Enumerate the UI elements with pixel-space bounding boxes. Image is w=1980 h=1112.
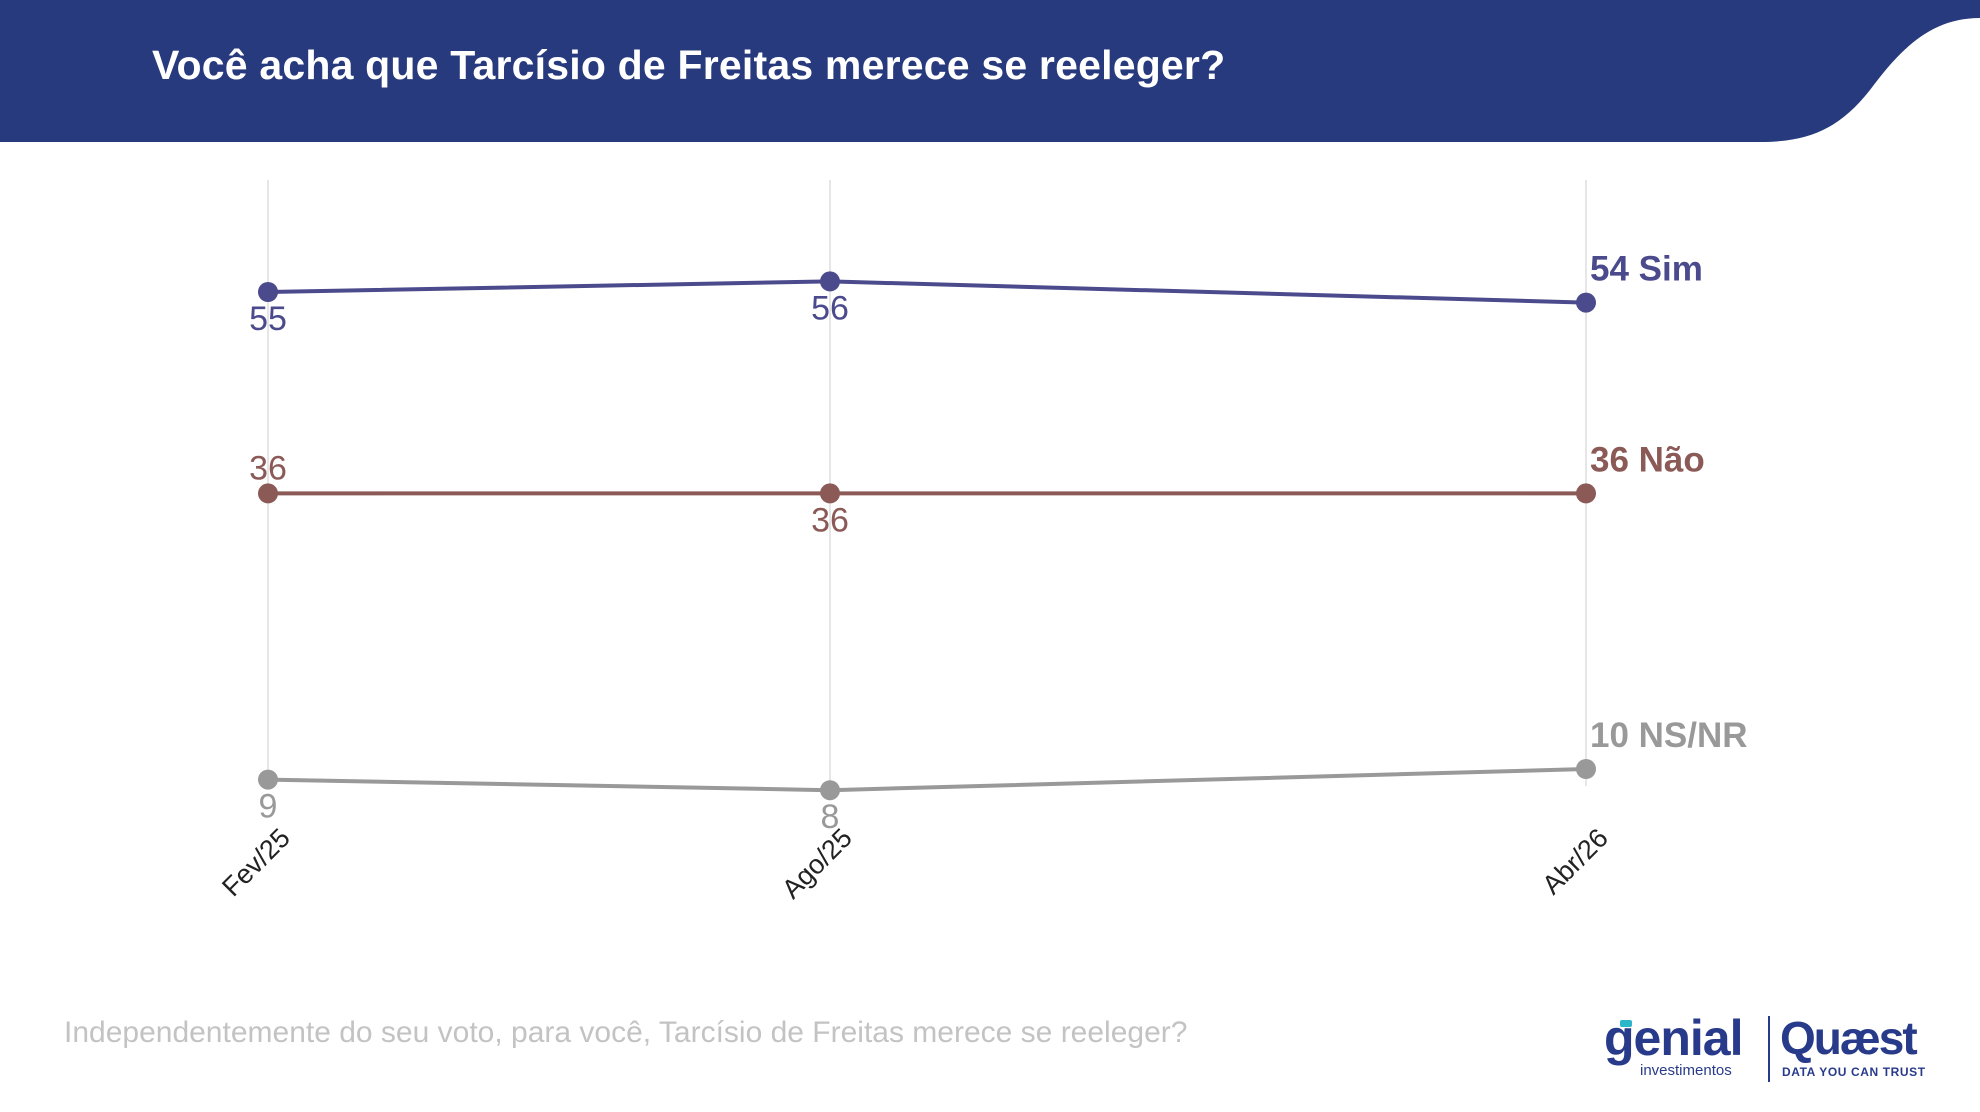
data-point-ns-nr: [820, 780, 840, 801]
data-point-ns-nr: [1576, 759, 1596, 779]
series-line-sim: [266, 279, 1588, 305]
chart-gridlines: [267, 180, 1587, 786]
data-point-ns-nr: [258, 769, 278, 790]
data-label-n-o: 36: [811, 501, 849, 539]
header-banner-shape: [0, 0, 1980, 142]
data-label-sim: 56: [811, 289, 849, 327]
data-label-n-o: 36: [249, 449, 287, 487]
data-point-n-o: [820, 483, 840, 504]
question-footnote: Independentemente do seu voto, para você…: [64, 1016, 1188, 1049]
data-label-ns-nr: 9: [259, 788, 278, 826]
data-point-n-o: [258, 483, 278, 504]
page-title: Você acha que Tarcísio de Freitas merece…: [152, 42, 1226, 88]
data-label-sim: 55: [249, 300, 287, 338]
x-tick-label: Fev/25: [216, 823, 296, 903]
data-point-sim: [820, 271, 840, 292]
chart-data-points: [258, 271, 1596, 801]
brand-logos: genial investimentos Quæst DATA YOU CAN …: [1596, 1010, 1936, 1090]
data-point-n-o: [1576, 483, 1596, 504]
x-tick-label: Abr/26: [1536, 823, 1613, 900]
chart-x-axis-ticks: Fev/25 Ago/25 Abr/26: [216, 823, 1614, 905]
genial-logo-accent: [1620, 1020, 1632, 1027]
chart-data-labels: 55 56 54 Sim 36 36 36 Não 9 8 10 NS/NR: [249, 250, 1747, 837]
quaest-logo-tagline: DATA YOU CAN TRUST: [1782, 1065, 1926, 1079]
data-label-ns-nr: 8: [821, 798, 840, 836]
genial-logo: genial: [1604, 1010, 1743, 1066]
genial-logo-subtitle: investimentos: [1640, 1062, 1732, 1079]
data-point-sim: [258, 282, 278, 302]
logo-divider: [1768, 1016, 1770, 1082]
x-tick-label: Ago/25: [776, 823, 858, 905]
header-banner: [0, 0, 1980, 142]
chart-series-lines: [266, 279, 1588, 793]
quaest-logo: Quæst: [1780, 1012, 1918, 1064]
data-point-sim: [1576, 292, 1596, 313]
series-end-label-n-o: 36 Não: [1590, 440, 1705, 479]
series-line-ns-nr: [266, 767, 1588, 793]
series-end-label-sim: 54 Sim: [1590, 250, 1703, 289]
series-end-label-ns-nr: 10 NS/NR: [1590, 716, 1748, 755]
